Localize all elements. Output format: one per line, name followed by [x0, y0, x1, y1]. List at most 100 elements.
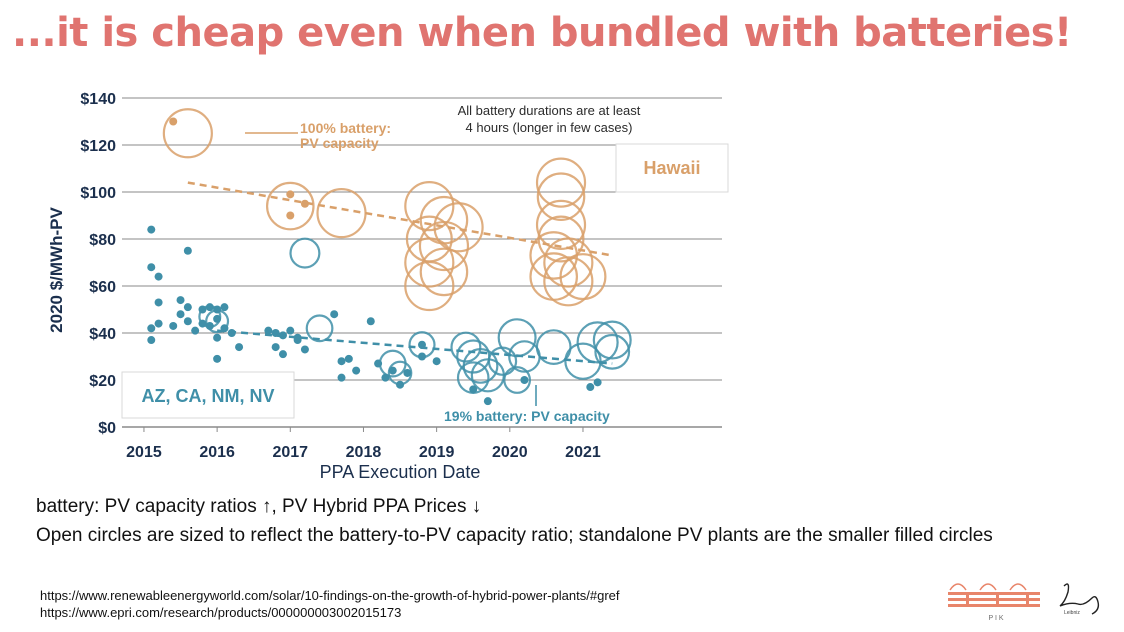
hybrid-plant-circle [594, 333, 631, 370]
standalone-pv-point [147, 324, 156, 333]
standalone-pv-point [344, 354, 353, 363]
standalone-pv-point [286, 211, 295, 220]
hawaii-series [162, 108, 613, 312]
mainland-series [147, 225, 632, 406]
y-tick-label: $100 [80, 185, 116, 202]
standalone-pv-point [520, 376, 529, 384]
standalone-pv-point [330, 310, 339, 319]
trend-line [217, 329, 613, 365]
standalone-pv-point [278, 350, 287, 359]
y-axis-label: 2020 $/MWh-PV [47, 207, 66, 333]
hybrid-plant-circle [404, 180, 455, 232]
hybrid-plant-circle [265, 181, 315, 231]
standalone-pv-point [191, 326, 200, 335]
standalone-pv-point [169, 117, 178, 126]
standalone-pv-point [205, 321, 214, 330]
mainland-region-label: AZ, CA, NM, NV [142, 386, 275, 406]
standalone-pv-point [337, 357, 346, 366]
hybrid-plant-circle [592, 320, 632, 360]
standalone-pv-point [213, 314, 222, 323]
standalone-pv-point [381, 373, 390, 382]
standalone-pv-point [235, 343, 244, 352]
logos: P I K Leibniz [948, 583, 1100, 622]
standalone-pv-point [205, 303, 214, 312]
x-tick-label: 2020 [492, 444, 528, 461]
hybrid-plant-circle [404, 260, 455, 312]
y-tick-label: $120 [80, 138, 116, 155]
standalone-pv-point [586, 383, 595, 392]
source-link-1[interactable]: https://www.renewableenergyworld.com/sol… [40, 588, 620, 603]
pik-logo-text: P I K [988, 615, 1003, 622]
scatter-chart: $0 $20 $40 $60 $80 $100 $120 $140 2015 2016 2017 2… [47, 91, 729, 482]
x-tick-label: 2018 [346, 444, 382, 461]
standalone-pv-point [403, 368, 412, 377]
x-tick-label: 2016 [199, 444, 235, 461]
leibniz-logo-text: Leibniz [1064, 610, 1080, 616]
standalone-pv-point [183, 303, 192, 312]
pik-logo: P I K [948, 583, 1040, 622]
standalone-pv-point [213, 333, 222, 342]
hawaii-region-label: Hawaii [643, 158, 700, 178]
standalone-pv-point [300, 199, 309, 208]
standalone-pv-point [183, 246, 192, 255]
hybrid-plant-circle [535, 329, 572, 366]
hybrid-plant-circle [559, 253, 607, 301]
y-axis-ticks: $0 $20 $40 $60 $80 $100 $120 $140 [80, 91, 116, 437]
standalone-pv-point [183, 317, 192, 326]
standalone-pv-point [388, 366, 397, 375]
hawaii-100pct-label-line2: PV capacity [300, 135, 379, 151]
hybrid-plant-circle [497, 318, 537, 358]
standalone-pv-point [169, 321, 178, 330]
hybrid-plant-circle [535, 157, 587, 208]
mainland-region-box: AZ, CA, NM, NV [121, 371, 295, 419]
hybrid-plant-circle [543, 256, 594, 307]
standalone-pv-point [154, 272, 163, 281]
standalone-pv-point [220, 303, 229, 312]
hybrid-plant-circle [404, 237, 455, 288]
y-tick-label: $40 [89, 326, 116, 343]
y-tick-label: $60 [89, 279, 116, 296]
standalone-pv-point [198, 305, 207, 314]
battery-duration-note-line2: 4 hours (longer in few cases) [466, 120, 633, 135]
x-tick-label: 2017 [272, 444, 308, 461]
standalone-pv-point [176, 296, 185, 305]
y-tick-label: $0 [98, 420, 116, 437]
standalone-pv-point [213, 305, 222, 314]
hybrid-plant-circle [450, 331, 482, 363]
hybrid-plant-circle [289, 237, 321, 269]
slide-title: ...it is cheap even when bundled with ba… [12, 10, 1072, 56]
standalone-pv-point [147, 263, 156, 272]
hybrid-plant-circle [535, 199, 587, 250]
standalone-pv-point [176, 310, 185, 319]
hybrid-plant-circle [433, 202, 484, 253]
hybrid-plant-circle [543, 237, 594, 288]
standalone-pv-point [483, 397, 492, 406]
y-tick-label: $140 [80, 91, 116, 108]
caption-line-2: Open circles are sized to reflect the ba… [36, 525, 993, 546]
standalone-pv-point [469, 385, 478, 394]
standalone-pv-point [418, 352, 426, 361]
hybrid-plant-circle [418, 220, 470, 272]
x-tick-label: 2015 [126, 444, 162, 461]
y-tick-label: $80 [89, 232, 116, 249]
x-tick-label: 2019 [419, 444, 455, 461]
hybrid-plant-circle [316, 188, 367, 239]
x-axis-label: PPA Execution Date [320, 462, 481, 482]
standalone-pv-point [154, 298, 163, 307]
source-link-2[interactable]: https://www.epri.com/research/products/0… [40, 605, 402, 620]
y-tick-label: $20 [89, 373, 116, 390]
trend-line [187, 181, 613, 257]
mainland-19pct-label: 19% battery: PV capacity [444, 408, 610, 424]
standalone-pv-point [593, 378, 602, 387]
standalone-pv-point [374, 359, 383, 368]
hybrid-plant-circle [305, 314, 334, 343]
standalone-pv-point [147, 225, 156, 234]
standalone-pv-point [271, 343, 280, 352]
standalone-pv-point [396, 380, 405, 389]
x-tick-label: 2021 [565, 444, 601, 461]
hawaii-region-box: Hawaii [615, 143, 729, 193]
standalone-pv-point [352, 366, 361, 375]
standalone-pv-point [286, 190, 295, 199]
leibniz-logo: Leibniz [1059, 583, 1100, 616]
hybrid-plant-circle [576, 321, 619, 364]
